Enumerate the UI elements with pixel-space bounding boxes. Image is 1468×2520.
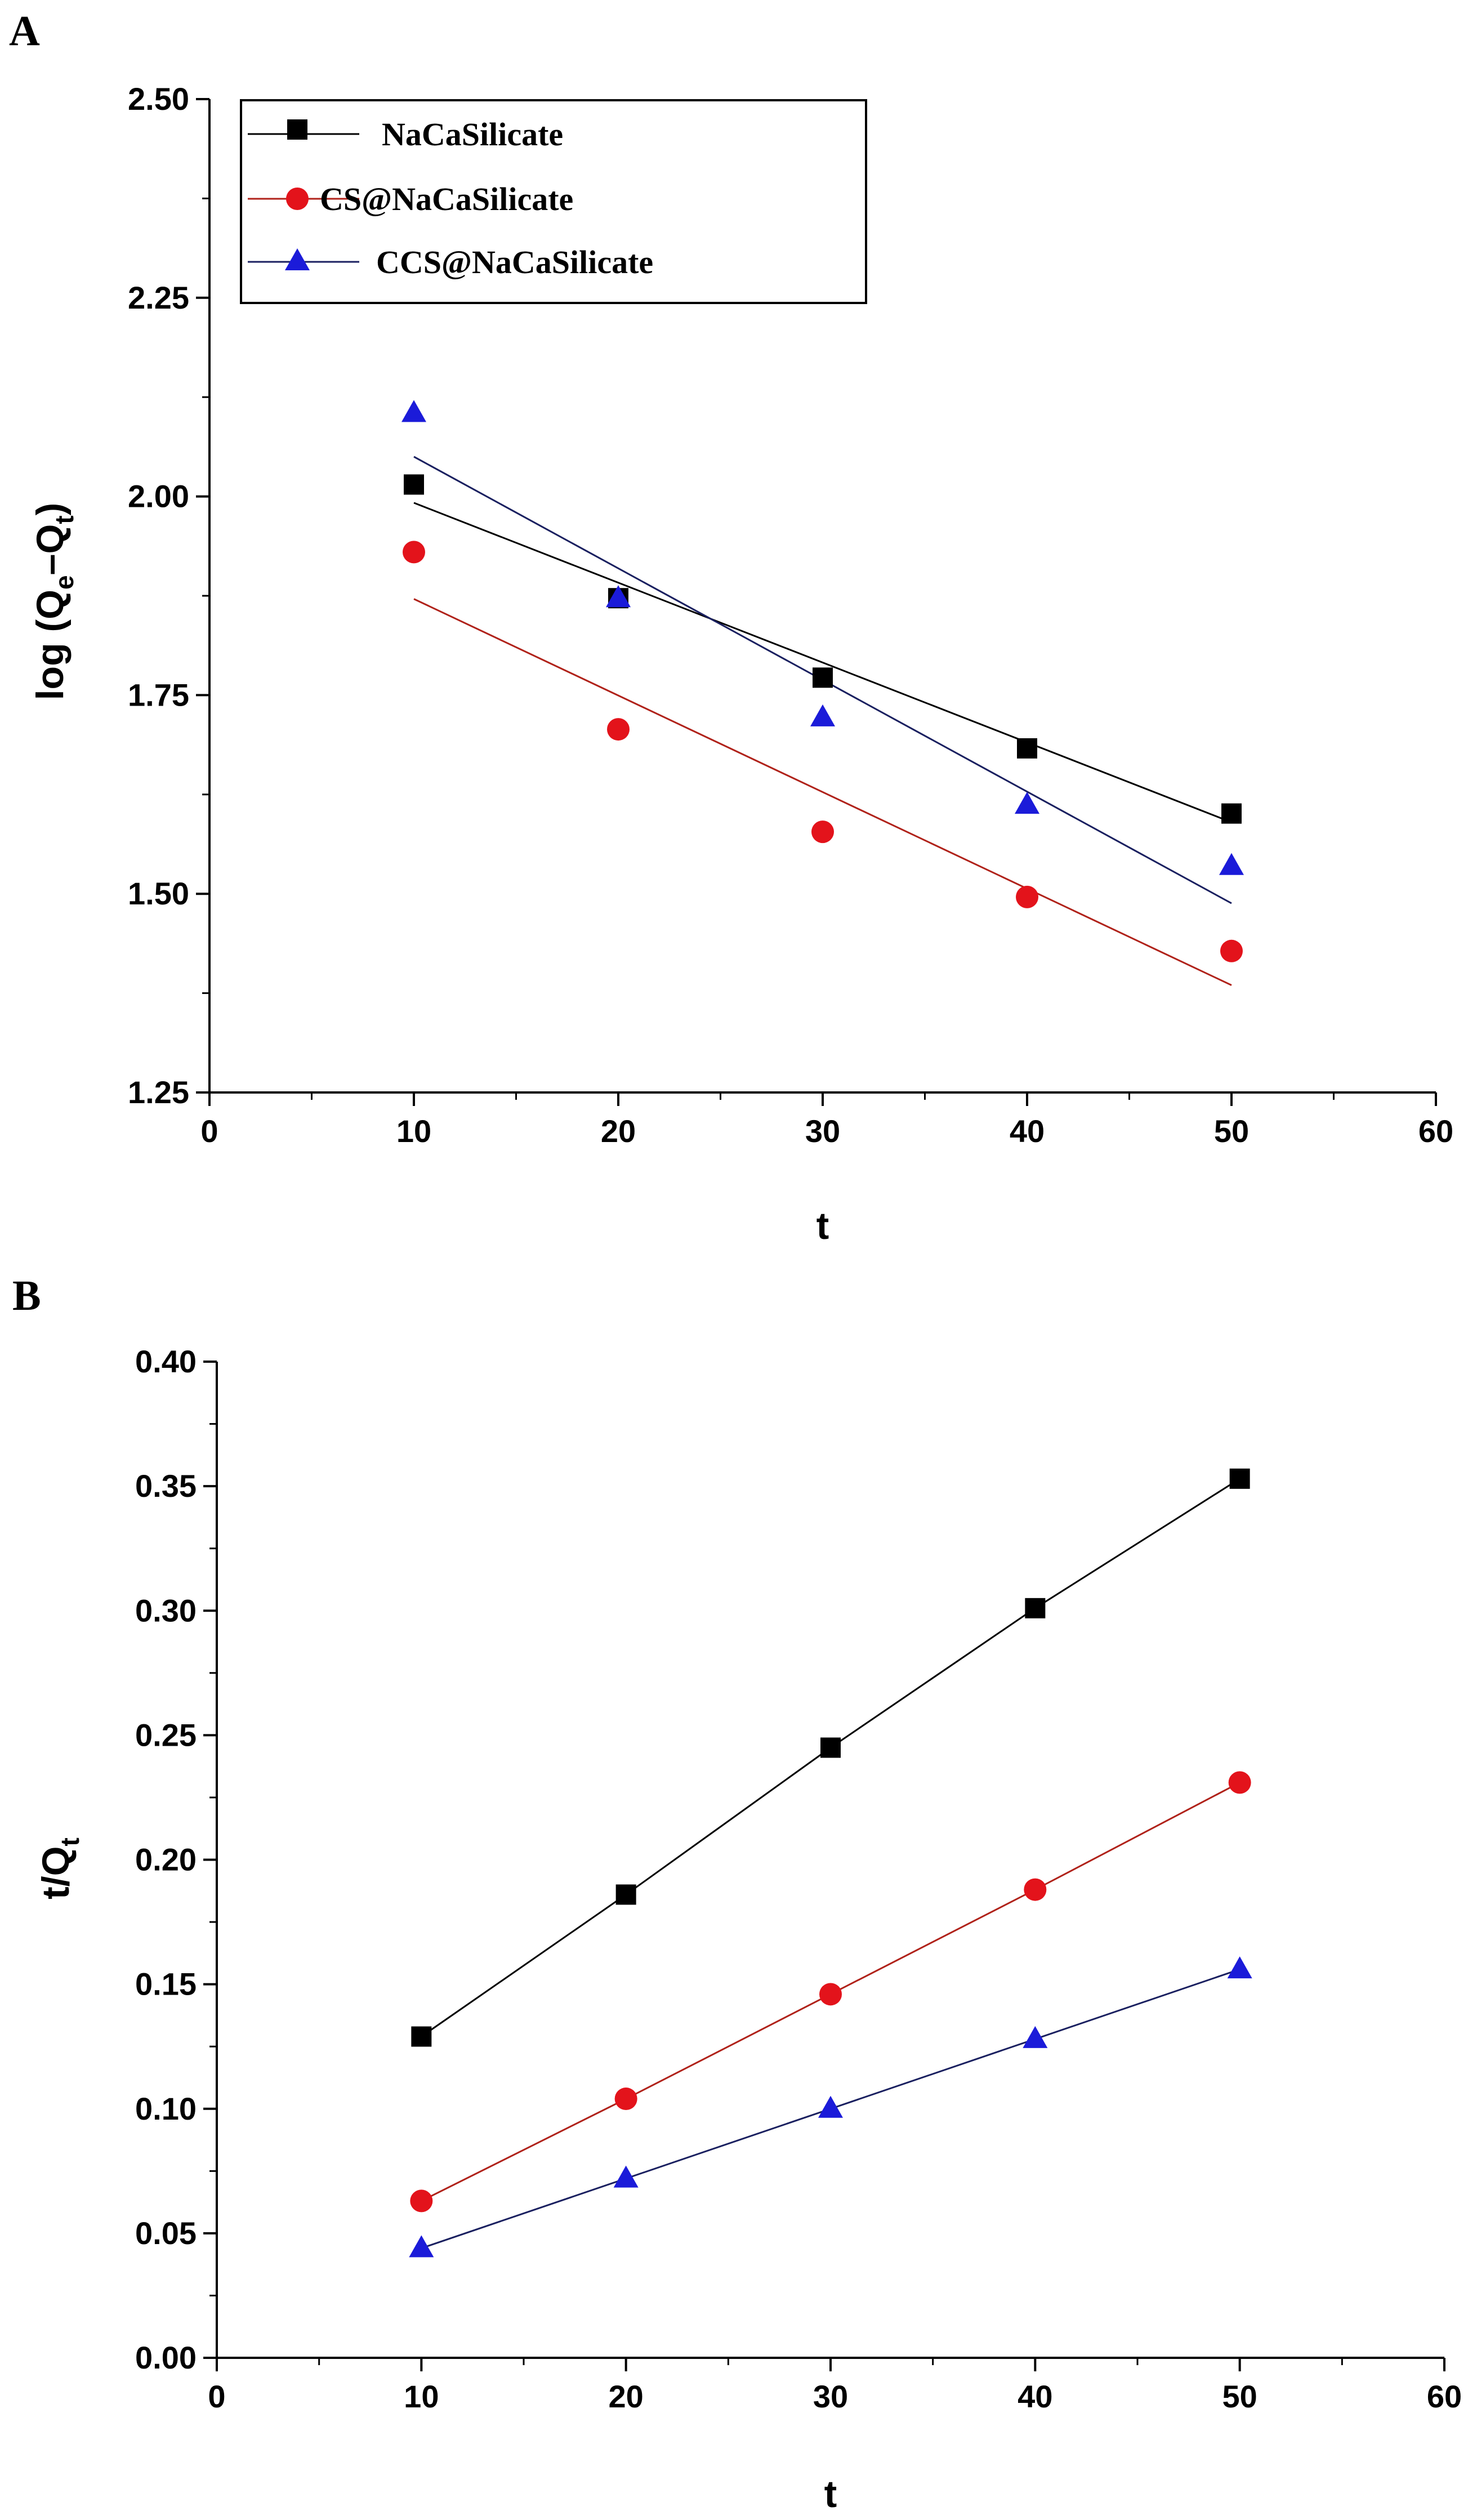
legend-label-cs-nacasilicate: CS@NaCaSilicate — [320, 181, 573, 217]
panel-b-point-ccs-nacasilicate — [1023, 2026, 1048, 2048]
panel-b-x-tick-label: 30 — [813, 2379, 848, 2414]
panel-a-fit-line-nacasilicate — [413, 502, 1232, 823]
legend-marker-triangle — [285, 248, 310, 270]
panel-a-y-tick-label: 2.50 — [128, 81, 189, 117]
panel-b-point-cs-nacasilicate — [614, 2088, 637, 2111]
panel-b-point-cs-nacasilicate — [819, 1983, 842, 2006]
legend: NaCaSilicate CS@NaCaSilicate CCS@NaCaSil… — [240, 99, 867, 304]
legend-entry-nacasilicate: NaCaSilicate — [248, 116, 563, 153]
panel-b-y-tick-label: 0.05 — [135, 2215, 197, 2251]
panel-a-x-tick-label: 60 — [1418, 1113, 1453, 1149]
legend-box — [240, 99, 867, 304]
panel-b-label: B — [12, 1272, 41, 1319]
legend-entry-ccs-nacasilicate: CCS@NaCaSilicate — [248, 244, 653, 280]
panel-a-x-tick-label: 30 — [805, 1113, 840, 1149]
panel-a-x-tick-label: 50 — [1214, 1113, 1249, 1149]
panel-b-y-tick-label: 0.25 — [135, 1717, 197, 1752]
panel-b-point-ccs-nacasilicate — [613, 2165, 639, 2188]
panel-b-y-tick-label: 0.20 — [135, 1842, 197, 1877]
panel-b-y-axis-title: t/Qt — [34, 1837, 84, 1899]
legend-label-nacasilicate: NaCaSilicate — [382, 116, 563, 153]
legend-marker-circle — [286, 188, 309, 210]
panel-b-plot: 0 10 20 30 40 50 60 0.00 0.05 0.10 0.15 0.20 0.25 0.3… — [135, 1344, 1462, 2414]
panel-a-point-ccs-nacasilicate — [1219, 853, 1244, 875]
panel-a-point-ccs-nacasilicate — [401, 400, 426, 422]
panel-a-y-tick-label: 2.00 — [128, 479, 189, 514]
panel-a-point-cs-nacasilicate — [811, 820, 834, 844]
panel-b-point-ccs-nacasilicate — [818, 2095, 843, 2118]
panel-a-label: A — [9, 7, 40, 55]
panel-a-plot: 0 10 20 30 40 50 60 1.25 1.50 1.75 2.00 2.25 2.50 — [128, 81, 1453, 1149]
legend-entry-cs-nacasilicate: CS@NaCaSilicate — [248, 181, 573, 217]
panel-a-x-tick-label: 20 — [601, 1113, 636, 1149]
panel-a-point-nacasilicate — [813, 667, 833, 688]
panel-a-point-ccs-nacasilicate — [810, 704, 835, 726]
panel-a-y-tick-label: 2.25 — [128, 280, 189, 315]
panel-a-x-axis-title: t — [816, 1205, 829, 1247]
panel-b-point-nacasilicate — [615, 1884, 636, 1905]
panel-a-y-tick-label: 1.50 — [128, 876, 189, 911]
panel-b-point-ccs-nacasilicate — [1227, 1956, 1252, 1979]
panel-b-x-tick-label: 40 — [1018, 2379, 1052, 2414]
panel-a-x-tick-label: 40 — [1010, 1113, 1045, 1149]
panel-b-y-tick-label: 0.10 — [135, 2091, 197, 2126]
panel-a-x-tick-label: 10 — [396, 1113, 431, 1149]
panel-b-x-tick-label: 60 — [1427, 2379, 1462, 2414]
panel-a-y-tick-label: 1.75 — [128, 677, 189, 712]
panel-b-y-tick-label: 0.40 — [135, 1344, 197, 1379]
panel-b-point-cs-nacasilicate — [410, 2189, 433, 2213]
panel-b-x-tick-label: 10 — [404, 2379, 439, 2414]
panel-a-point-ccs-nacasilicate — [1015, 792, 1039, 814]
panel-b-x-axis-title: t — [824, 2473, 837, 2515]
panel-a-fit-line-cs-nacasilicate — [413, 598, 1232, 986]
panel-a-point-cs-nacasilicate — [403, 541, 425, 564]
panel-b-point-nacasilicate — [411, 2026, 432, 2047]
panel-b-point-nacasilicate — [1025, 1598, 1046, 1618]
panel-b: B 0 10 20 30 40 50 600.000.050.100.150.200.250… — [12, 1272, 1462, 2515]
panel-a-point-cs-nacasilicate — [1016, 885, 1038, 908]
panel-a-y-tick-label: 1.25 — [128, 1074, 189, 1110]
panel-a-x-tick-label: 0 — [200, 1113, 218, 1149]
panel-b-x-tick-label: 20 — [609, 2379, 644, 2414]
panel-b-y-tick-label: 0.35 — [135, 1468, 197, 1504]
panel-a-point-cs-nacasilicate — [607, 718, 630, 741]
panel-a-point-nacasilicate — [1017, 738, 1037, 759]
panel-b-y-tick-label: 0.15 — [135, 1966, 197, 2002]
panel-a-point-nacasilicate — [404, 474, 424, 495]
panel-a-y-axis-title: log (Qe–Qt) — [29, 503, 79, 701]
panel-b-point-cs-nacasilicate — [1228, 1771, 1251, 1794]
panel-a-point-nacasilicate — [1221, 803, 1242, 824]
legend-label-ccs-nacasilicate: CCS@NaCaSilicate — [376, 244, 653, 280]
panel-b-point-nacasilicate — [820, 1737, 841, 1758]
panel-b-x-tick-label: 0 — [208, 2379, 225, 2414]
panel-b-x-tick-label: 50 — [1222, 2379, 1257, 2414]
panel-b-point-ccs-nacasilicate — [409, 2235, 434, 2258]
panel-a: A 0 10 20 30 40 50 601.251.501.752.002.252.50 … — [9, 7, 1453, 1247]
panel-b-point-cs-nacasilicate — [1024, 1878, 1047, 1901]
panel-a-point-cs-nacasilicate — [1220, 939, 1243, 962]
panel-b-y-tick-label: 0.00 — [135, 2340, 197, 2375]
legend-marker-square — [287, 119, 307, 140]
panel-b-point-nacasilicate — [1229, 1468, 1250, 1489]
panel-b-y-tick-label: 0.30 — [135, 1593, 197, 1628]
panel-a-point-ccs-nacasilicate — [606, 585, 631, 608]
